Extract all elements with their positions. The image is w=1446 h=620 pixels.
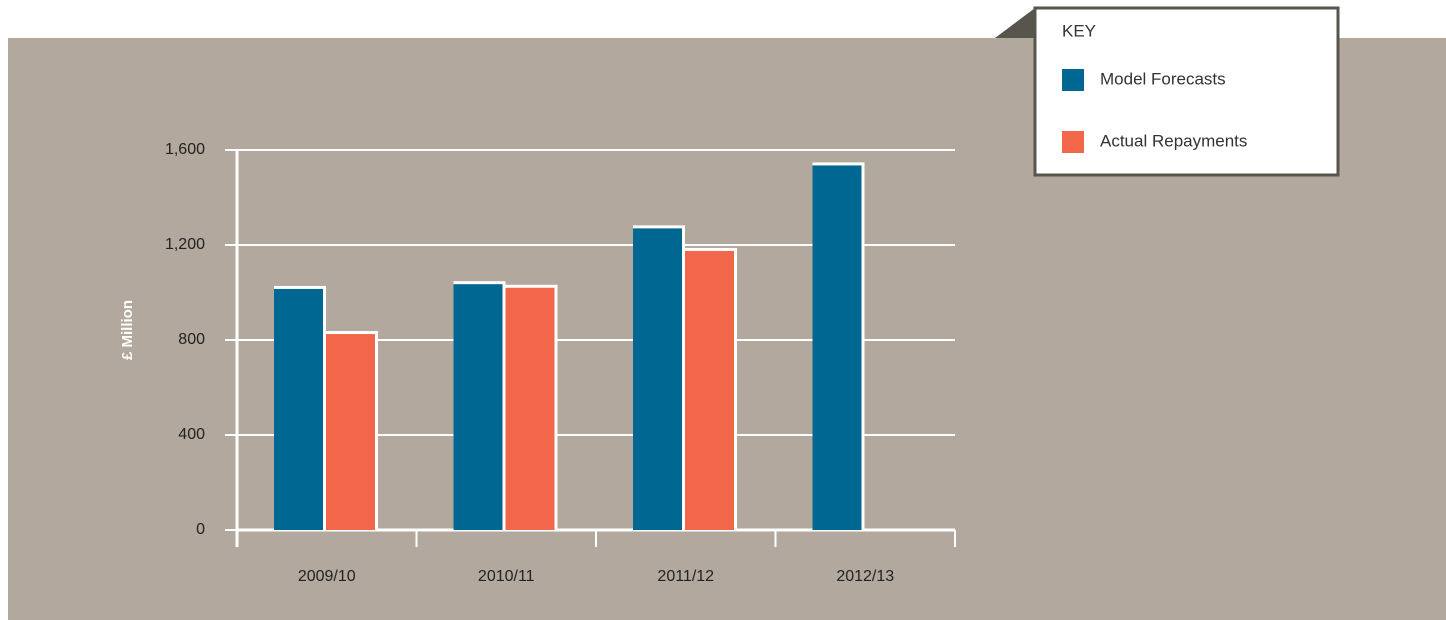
legend-label: Actual Repayments [1100, 131, 1247, 150]
y-tick-label: 400 [178, 426, 205, 443]
key-box [1033, 6, 1340, 177]
legend-title: KEY [1062, 21, 1096, 40]
bar [326, 334, 375, 530]
x-tick-label: 2012/13 [836, 568, 894, 585]
bar [505, 287, 555, 530]
bar [685, 250, 734, 530]
bar [633, 228, 682, 530]
bar [453, 284, 503, 530]
bar [812, 165, 862, 530]
y-axis-title: £ Million [119, 300, 136, 360]
y-tick-label: 0 [196, 521, 205, 538]
legend-swatch [1062, 69, 1084, 91]
y-tick-label: 800 [178, 331, 205, 348]
y-tick-label: 1,600 [165, 141, 205, 158]
key-tab [995, 8, 1035, 38]
legend-swatch [1062, 131, 1084, 153]
bar [274, 288, 323, 530]
x-tick-label: 2011/12 [657, 568, 714, 585]
x-tick-label: 2009/10 [298, 568, 356, 585]
legend-label: Model Forecasts [1100, 69, 1226, 88]
x-tick-label: 2010/11 [478, 568, 535, 585]
y-tick-label: 1,200 [165, 236, 205, 253]
